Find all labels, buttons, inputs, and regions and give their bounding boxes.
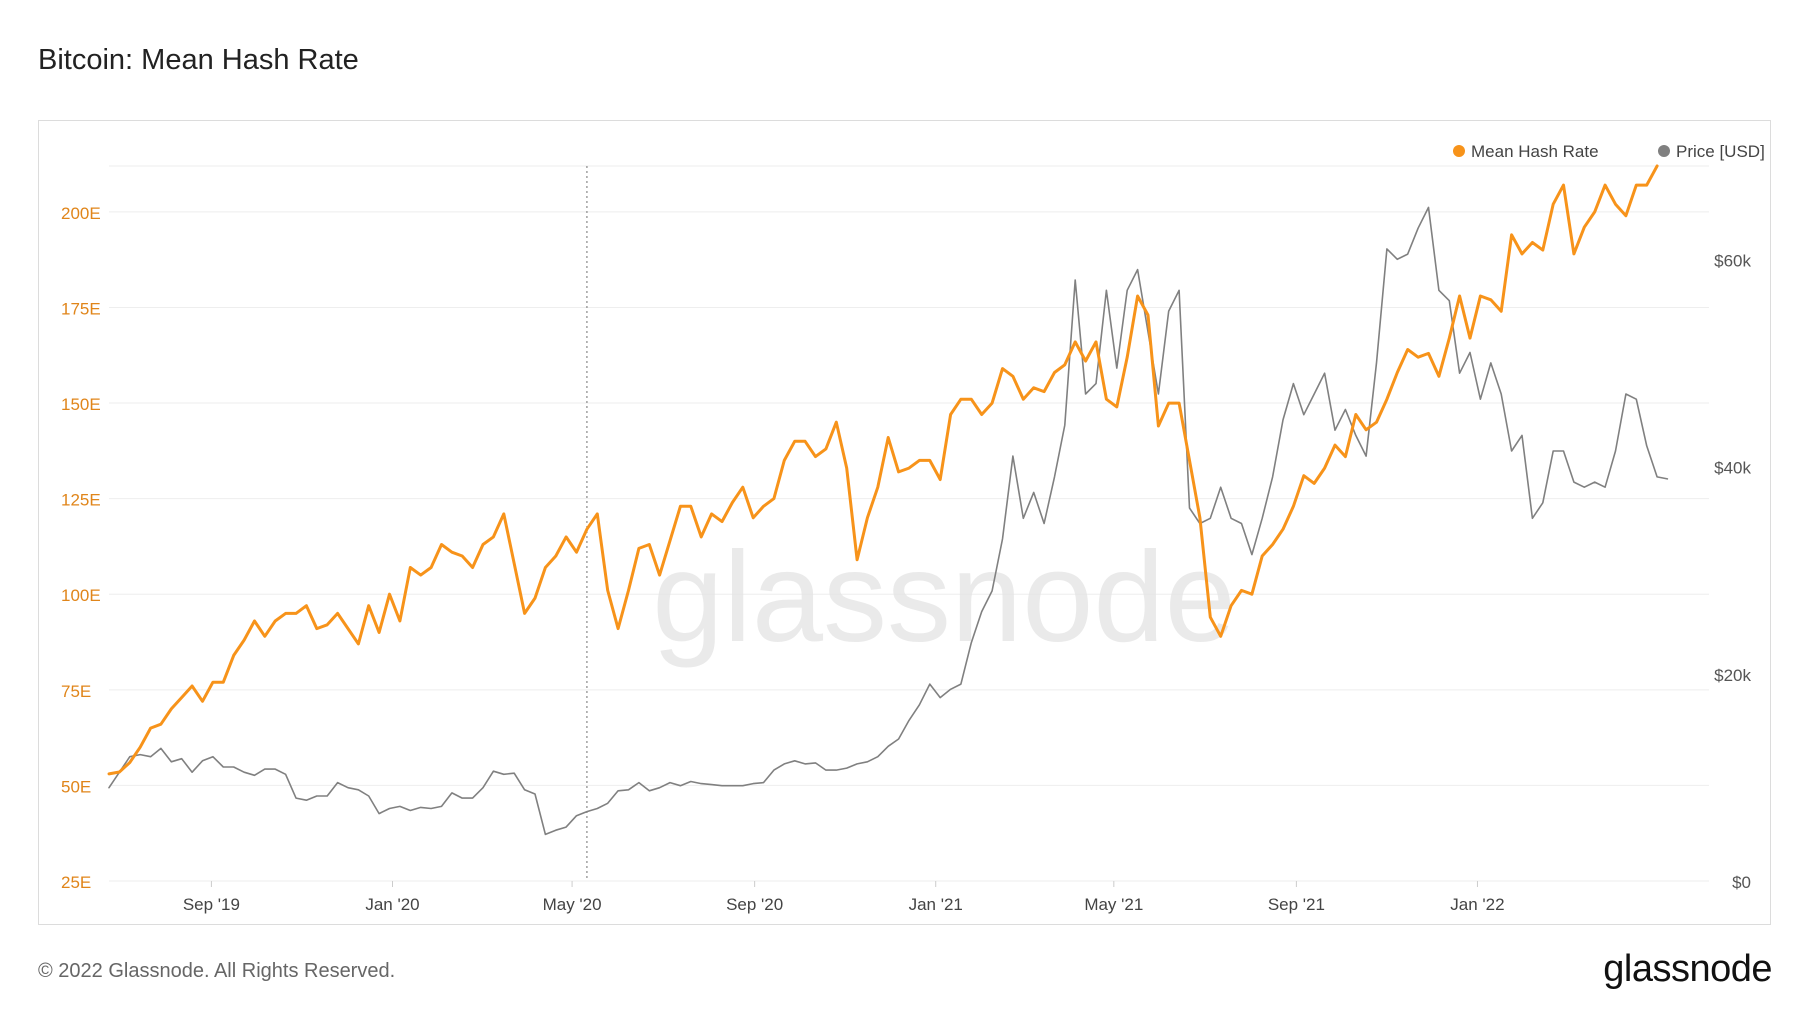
- copyright-text: © 2022 Glassnode. All Rights Reserved.: [38, 960, 396, 982]
- y-left-tick-label: 200E: [61, 204, 101, 223]
- legend-marker: [1453, 145, 1465, 157]
- y-left-tick-label: 175E: [61, 299, 101, 318]
- left-y-axis: 25E 50E 75E 100E 125E 150E 175E 200E: [61, 204, 101, 892]
- x-tick-label: Sep '21: [1268, 895, 1325, 914]
- legend-item[interactable]: Mean Hash Rate: [1453, 142, 1599, 161]
- legend-marker: [1658, 145, 1670, 157]
- chart-panel: glassnode 25E 50E 75E 100E 125E 150E 175E 200E …: [38, 120, 1771, 925]
- legend-label: Mean Hash Rate: [1471, 142, 1599, 161]
- page-title: Bitcoin: Mean Hash Rate: [38, 44, 359, 76]
- watermark: glassnode: [652, 526, 1236, 669]
- y-left-tick-label: 75E: [61, 682, 91, 701]
- y-right-tick-label: $0: [1732, 873, 1751, 892]
- y-left-tick-label: 50E: [61, 777, 91, 796]
- y-right-tick-label: $20k: [1714, 666, 1751, 685]
- x-tick-label: May '20: [543, 895, 602, 914]
- x-tick-label: May '21: [1084, 895, 1143, 914]
- x-tick-label: Jan '20: [365, 895, 419, 914]
- mean-hash-rate-chart[interactable]: glassnode 25E50E75E100E125E150E175E200E …: [39, 121, 1772, 926]
- y-right-tick-label: $40k: [1714, 459, 1751, 478]
- x-tick-label: Sep '19: [183, 895, 240, 914]
- x-tick-label: Jan '22: [1450, 895, 1504, 914]
- y-left-tick-label: 150E: [61, 395, 101, 414]
- right-y-axis: $0 $20k $40k $60k: [1714, 251, 1751, 892]
- legend-label: Price [USD]: [1676, 142, 1765, 161]
- mean-hash-rate-line: [107, 164, 1659, 776]
- x-tick-label: Sep '20: [726, 895, 783, 914]
- y-left-tick-label: 125E: [61, 491, 101, 510]
- glassnode-logo[interactable]: glassnode: [1603, 948, 1772, 990]
- legend: Mean Hash Rate Price [USD]: [1453, 142, 1765, 161]
- series-lines: [107, 164, 1669, 836]
- y-left-tick-label: 25E: [61, 873, 91, 892]
- legend-item[interactable]: Price [USD]: [1658, 142, 1765, 161]
- y-left-tick-label: 100E: [61, 586, 101, 605]
- y-right-tick-label: $60k: [1714, 251, 1751, 270]
- grid-lines: [109, 165, 1709, 882]
- price-usd-line: [108, 206, 1669, 836]
- x-tick-label: Jan '21: [909, 895, 963, 914]
- x-axis: Sep '19 Jan '20 May '20 Sep '20 Jan '21 May '…: [183, 881, 1505, 914]
